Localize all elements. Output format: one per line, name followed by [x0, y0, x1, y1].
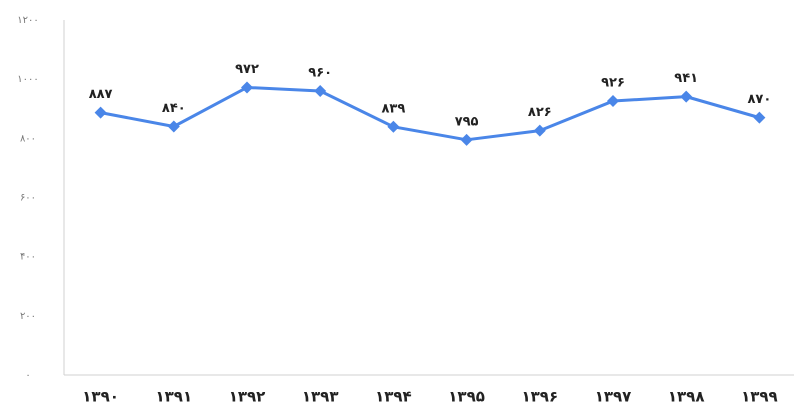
data-label: ۹۲۶ — [601, 76, 625, 91]
y-tick-label: ۰ — [25, 370, 30, 381]
data-label: ۷۹۵ — [455, 114, 479, 129]
x-tick-label: ۱۳۹۴ — [375, 388, 412, 406]
x-tick-label: ۱۳۹۰ — [82, 388, 119, 406]
x-tick-label: ۱۳۹۷ — [595, 388, 632, 406]
data-label: ۹۴۱ — [674, 71, 698, 86]
point — [314, 85, 327, 97]
x-tick-label: ۱۳۹۶ — [521, 388, 558, 406]
data-label: ۹۷۲ — [235, 62, 259, 77]
x-tick-label: ۱۳۹۹ — [741, 388, 778, 406]
data-label: ۸۴۰ — [162, 101, 186, 116]
x-tick-label: ۱۳۹۱ — [155, 388, 192, 406]
x-tick-label: ۱۳۹۸ — [668, 388, 705, 406]
data-label: ۸۲۶ — [528, 105, 552, 120]
x-tick-label: ۱۳۹۵ — [448, 388, 485, 406]
y-tick-label: ۶۰۰ — [20, 193, 36, 204]
point — [533, 124, 546, 137]
point — [460, 133, 473, 146]
point — [387, 120, 400, 133]
y-tick-label: ۴۰۰ — [20, 252, 36, 263]
data-label: ۸۳۹ — [381, 101, 405, 116]
point — [241, 81, 253, 94]
line — [100, 85, 760, 142]
x-tick-label: ۱۳۹۲ — [229, 388, 266, 406]
point — [94, 106, 107, 119]
point — [167, 120, 180, 133]
point — [753, 111, 766, 124]
y-tick-label: ۲۰۰ — [20, 311, 36, 322]
data-label: ۹۶۰ — [308, 66, 332, 81]
y-tick-label: ۸۰۰ — [20, 133, 36, 144]
point — [607, 95, 619, 108]
x-tick-label: ۱۳۹۳ — [302, 388, 339, 406]
y-tick-label: ۱۲۰۰ — [17, 15, 38, 26]
data-label: ۸۸۷ — [89, 87, 113, 102]
y-tick-label: ۱۰۰۰ — [17, 74, 38, 85]
data-label: ۸۷۰ — [747, 92, 771, 107]
point — [680, 90, 693, 103]
